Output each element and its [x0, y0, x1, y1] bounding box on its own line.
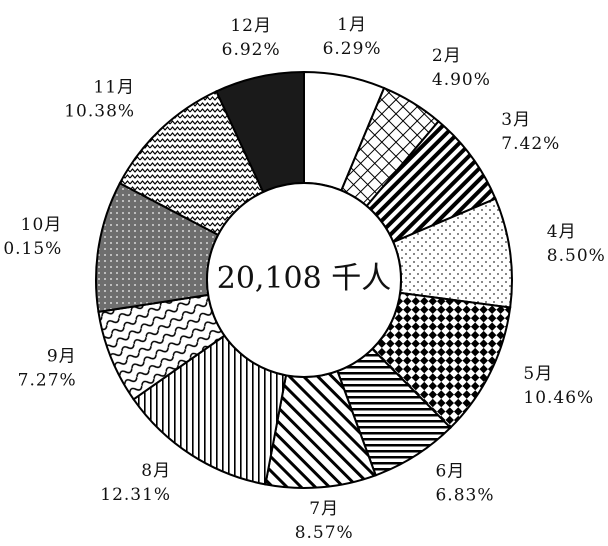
slice-month-label: 4月 — [547, 222, 577, 242]
donut-hole — [206, 182, 402, 378]
slice-month-label: 9月 — [47, 346, 77, 366]
slice-month-label: 8月 — [141, 461, 171, 481]
slice-percent-label: 6.92% — [222, 40, 281, 60]
slice-percent-label: 10.46% — [523, 388, 594, 408]
slice-month-label: 2月 — [432, 46, 462, 66]
slice-month-label: 1月 — [337, 15, 367, 35]
slice-percent-label: 6.83% — [435, 486, 494, 506]
slice-percent-label: 12.31% — [100, 485, 171, 505]
slice-percent-label: 10.15% — [0, 239, 62, 259]
slice-percent-label: 6.29% — [323, 39, 382, 59]
slice-month-label: 3月 — [501, 110, 531, 130]
slice-month-label: 7月 — [309, 499, 339, 519]
slice-month-label: 6月 — [435, 462, 465, 482]
slice-percent-label: 4.90% — [432, 70, 491, 90]
slice-percent-label: 10.38% — [64, 102, 135, 122]
slice-percent-label: 7.27% — [18, 370, 77, 390]
slice-month-label: 12月 — [230, 16, 272, 36]
slice-percent-label: 8.57% — [295, 523, 354, 541]
slice-percent-label: 8.50% — [547, 246, 606, 266]
slice-month-label: 5月 — [523, 364, 553, 384]
slice-month-label: 10月 — [21, 215, 63, 235]
center-total-label: 20,108 千人 — [217, 261, 392, 296]
slice-percent-label: 7.42% — [501, 134, 560, 154]
slice-month-label: 11月 — [93, 78, 135, 98]
